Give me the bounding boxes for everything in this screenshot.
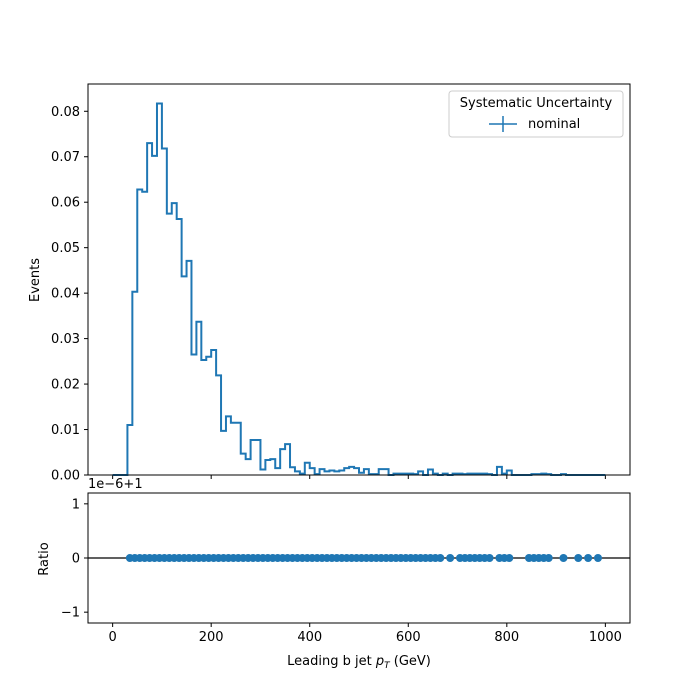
legend: Systematic Uncertainty nominal — [448, 90, 624, 138]
main-y-axis-label: Events — [28, 258, 43, 302]
ratio-point — [505, 554, 514, 562]
main-panel: 0.00 0.01 0.02 0.03 0.04 0.05 0.06 0.07 0.08 Eve… — [28, 83, 631, 484]
x-tick-label: 200 — [199, 630, 224, 645]
ratio-point — [544, 554, 553, 562]
main-x-ticks — [112, 475, 606, 479]
legend-title: Systematic Uncertainty — [460, 96, 613, 111]
x-axis-label-p: p — [375, 654, 384, 669]
main-y-tick-label: 0.08 — [51, 105, 80, 120]
main-y-tick-label: 0.01 — [51, 423, 80, 438]
x-axis-label-unit: (GeV) — [390, 654, 431, 669]
ratio-y-tick-label: 1 — [72, 497, 80, 512]
main-y-tick-label: 0.05 — [51, 241, 80, 256]
main-y-tick-label: 0.00 — [51, 469, 80, 484]
main-y-tick-label: 0.07 — [51, 150, 80, 165]
legend-marker-nominal — [489, 116, 517, 132]
main-axes-frame — [87, 83, 631, 476]
ratio-axes-frame — [87, 492, 631, 624]
x-tick-label: 800 — [494, 630, 519, 645]
ratio-y-axis-label: Ratio — [37, 542, 52, 575]
main-y-tick-label: 0.04 — [51, 287, 80, 302]
main-y-tick-label: 0.02 — [51, 378, 80, 393]
x-tick-label: 0 — [108, 630, 116, 645]
ratio-x-ticks: 0 200 400 600 800 1000 — [108, 623, 622, 645]
x-tick-label: 400 — [297, 630, 322, 645]
main-y-tick-label: 0.06 — [51, 196, 80, 211]
x-tick-label: 1000 — [589, 630, 622, 645]
ratio-y-tick-label: 0 — [72, 552, 80, 567]
ratio-y-ticks: −1 0 1 — [61, 497, 88, 621]
x-tick-label: 600 — [396, 630, 421, 645]
ratio-offset-text: 1e−6+1 — [88, 477, 143, 492]
main-y-tick-label: 0.03 — [51, 332, 80, 347]
ratio-y-tick-label: −1 — [61, 606, 80, 621]
legend-entry-nominal: nominal — [528, 117, 580, 132]
ratio-points — [125, 554, 602, 562]
x-axis-label: Leading b jet pT (GeV) — [287, 654, 431, 671]
ratio-point — [559, 554, 568, 562]
ratio-point — [446, 554, 455, 562]
ratio-point — [574, 554, 583, 562]
ratio-point — [436, 554, 445, 562]
ratio-panel: −1 0 1 0 200 400 600 800 1000 1e−6+1 Ratio Lead… — [37, 477, 631, 671]
main-y-ticks: 0.00 0.01 0.02 0.03 0.04 0.05 0.06 0.07 0.08 — [51, 105, 88, 484]
legend-box — [448, 90, 624, 138]
ratio-point — [485, 554, 494, 562]
ratio-point — [593, 554, 602, 562]
x-axis-label-subscript: T — [384, 661, 391, 671]
x-axis-label-main: Leading b jet — [287, 654, 376, 669]
ratio-point — [584, 554, 593, 562]
histogram-step-line — [112, 102, 606, 476]
